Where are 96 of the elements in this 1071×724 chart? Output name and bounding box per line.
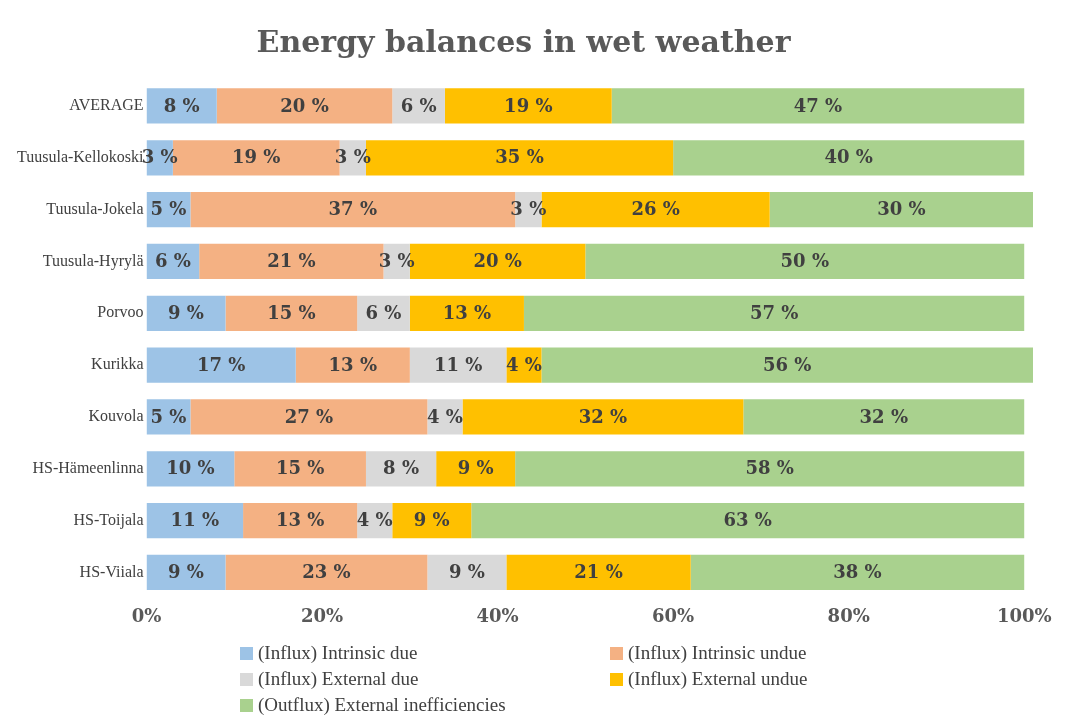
data-label: 11 % — [433, 353, 483, 375]
data-label: 15 % — [267, 301, 316, 323]
bar — [225, 295, 358, 331]
data-label: 38 % — [833, 561, 882, 583]
bar — [515, 451, 1025, 487]
x-tick-label: 0% — [131, 604, 162, 626]
data-label: 4 % — [426, 405, 463, 427]
bar — [523, 295, 1025, 331]
data-label: 63 % — [723, 509, 772, 531]
x-tick-label: 60% — [652, 604, 695, 626]
data-label: 27 % — [284, 405, 334, 427]
data-label: 9 % — [448, 561, 485, 583]
bar — [769, 191, 1033, 228]
data-label: 5 % — [150, 405, 187, 427]
data-label: 47 % — [793, 94, 843, 116]
bar — [295, 347, 410, 383]
bar — [743, 399, 1025, 435]
x-tick-label: 40% — [476, 604, 519, 626]
x-tick-label: 80% — [827, 604, 870, 626]
data-label: 20 % — [473, 250, 522, 272]
data-label: 11 % — [170, 509, 220, 531]
data-label: 5 % — [150, 198, 187, 220]
data-label: 40 % — [824, 146, 873, 168]
data-label: 30 % — [877, 198, 926, 220]
bar — [436, 451, 516, 487]
data-label: 9 % — [168, 301, 204, 323]
legend-label: (Influx) External due — [258, 668, 419, 690]
y-tick-label: Porvoo — [97, 303, 144, 321]
legend-label: (Influx) Intrinsic undue — [628, 642, 807, 664]
data-label: 10 % — [166, 457, 215, 479]
data-label: 20 % — [280, 94, 329, 116]
data-label: 9 % — [413, 509, 450, 531]
data-label: 57 % — [749, 301, 799, 323]
bar — [462, 399, 744, 435]
bar — [611, 88, 1025, 124]
data-label: 9 % — [457, 457, 494, 479]
legend-label: (Outflux) External inefficiencies — [258, 694, 506, 716]
bar — [673, 140, 1025, 176]
x-tick-label: 20% — [300, 604, 344, 626]
bar — [146, 88, 217, 124]
bar — [243, 503, 358, 539]
y-tick-label: Kurikka — [91, 355, 144, 373]
data-label: 19 % — [232, 146, 281, 168]
legend-label: (Influx) Intrinsic due — [258, 642, 418, 664]
data-label: 13 % — [328, 353, 377, 375]
bar — [471, 503, 1025, 539]
bar — [392, 503, 472, 539]
data-label: 6 % — [365, 301, 402, 323]
bar — [506, 554, 691, 591]
y-tick-label: HS-Toijala — [73, 510, 144, 529]
data-label: 35 % — [495, 146, 544, 168]
bar — [146, 295, 226, 331]
bar — [690, 554, 1025, 591]
bar — [541, 347, 1033, 383]
data-label: 21 % — [267, 250, 316, 272]
data-label: 13 % — [275, 509, 325, 531]
data-label: 32 % — [578, 405, 628, 427]
data-label: 15 % — [275, 457, 325, 479]
bar — [585, 243, 1025, 280]
chart-title: Energy balances in wet weather — [256, 23, 792, 59]
y-tick-label: Kouvola — [88, 407, 144, 425]
data-label: 37 % — [328, 198, 377, 220]
data-label: 17 % — [196, 353, 246, 375]
y-tick-label: Tuusula-Jokela — [46, 199, 144, 217]
data-label: 50 % — [780, 250, 830, 272]
data-label: 32 % — [859, 405, 908, 427]
bar — [146, 503, 244, 539]
y-tick-label: HS-Viiala — [79, 562, 144, 580]
bar — [190, 399, 428, 435]
bar — [409, 347, 507, 383]
y-tick-label: Tuusula-Hyrylä — [42, 251, 144, 270]
data-label: 4 % — [356, 509, 393, 531]
bar — [444, 88, 612, 124]
bar — [427, 554, 507, 591]
bar — [234, 451, 366, 487]
data-label: 6 % — [400, 94, 437, 116]
data-label: 58 % — [745, 457, 794, 479]
bar — [409, 295, 524, 331]
x-tick-label: 100% — [996, 604, 1052, 626]
bar — [225, 554, 428, 591]
data-label: 13 % — [442, 301, 492, 323]
legend-label: (Influx) External undue — [628, 668, 808, 690]
data-label: 56 % — [763, 353, 812, 375]
bar — [146, 347, 296, 383]
data-label: 8 % — [163, 94, 200, 116]
y-tick-label: HS-Hämeenlinna — [32, 459, 144, 476]
bar — [146, 554, 226, 591]
data-label: 19 % — [504, 94, 553, 116]
y-tick-label: AVERAGE — [69, 96, 144, 114]
data-label: 23 % — [302, 561, 351, 583]
data-label: 6 % — [154, 250, 191, 272]
data-label: 8 % — [383, 457, 420, 479]
data-label: 26 % — [631, 198, 680, 220]
bar — [216, 88, 393, 124]
data-label: 9 % — [168, 561, 204, 583]
data-label: 21 % — [574, 561, 623, 583]
